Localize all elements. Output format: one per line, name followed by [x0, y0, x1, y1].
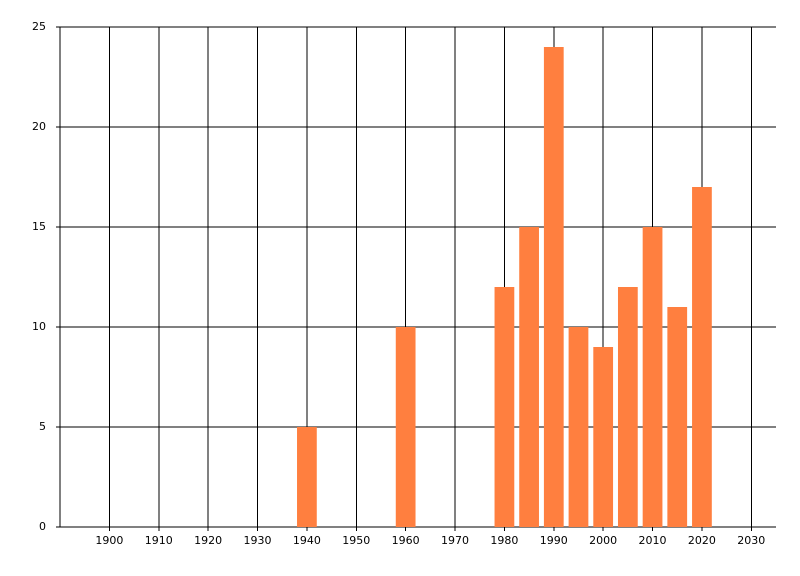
x-tick-label: 1960 — [392, 534, 420, 547]
y-tick-label: 0 — [39, 520, 46, 533]
bar — [642, 227, 663, 527]
bar — [494, 287, 515, 527]
y-tick-label: 20 — [32, 120, 46, 133]
x-tick-label: 1980 — [490, 534, 518, 547]
y-tick-label: 10 — [32, 320, 46, 333]
bar — [543, 47, 564, 527]
bar — [593, 347, 614, 527]
bar — [692, 187, 712, 527]
y-tick-label: 25 — [32, 20, 46, 33]
y-tick-label: 5 — [39, 420, 46, 433]
x-tick-label: 1990 — [540, 534, 568, 547]
y-tick-label: 15 — [32, 220, 46, 233]
x-tick-label: 2020 — [688, 534, 716, 547]
x-tick-label: 2010 — [639, 534, 667, 547]
x-tick-label: 1930 — [244, 534, 272, 547]
bar — [519, 227, 539, 527]
x-tick-label: 2000 — [589, 534, 617, 547]
x-tick-label: 1940 — [293, 534, 321, 547]
bar — [617, 287, 638, 527]
bar — [568, 327, 589, 527]
bar — [667, 307, 688, 527]
x-tick-label: 1910 — [145, 534, 173, 547]
x-tick-label: 1950 — [342, 534, 370, 547]
bar — [395, 327, 416, 527]
x-tick-label: 2030 — [737, 534, 765, 547]
bar — [297, 427, 317, 527]
x-tick-label: 1920 — [194, 534, 222, 547]
x-tick-label: 1970 — [441, 534, 469, 547]
x-tick-label: 1900 — [95, 534, 123, 547]
